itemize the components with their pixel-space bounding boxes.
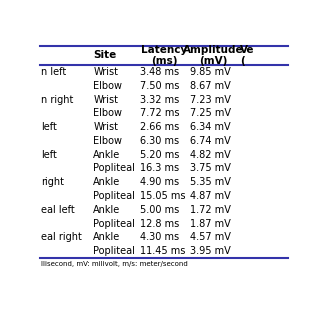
FancyBboxPatch shape (40, 175, 288, 189)
FancyBboxPatch shape (40, 120, 288, 134)
Text: eal left: eal left (41, 205, 75, 215)
FancyBboxPatch shape (40, 79, 288, 92)
FancyBboxPatch shape (40, 107, 288, 120)
Text: 7.72 ms: 7.72 ms (140, 108, 180, 118)
Text: 6.74 mV: 6.74 mV (190, 136, 231, 146)
Text: Ankle: Ankle (93, 150, 121, 160)
FancyBboxPatch shape (40, 92, 288, 107)
Text: 7.25 mV: 7.25 mV (190, 108, 231, 118)
Text: 2.66 ms: 2.66 ms (140, 122, 180, 132)
Text: 5.00 ms: 5.00 ms (140, 205, 180, 215)
Text: 4.30 ms: 4.30 ms (140, 233, 180, 243)
Text: 4.90 ms: 4.90 ms (140, 177, 180, 187)
Text: 5.20 ms: 5.20 ms (140, 150, 180, 160)
Text: 7.23 mV: 7.23 mV (190, 94, 231, 105)
Text: 1.87 mV: 1.87 mV (190, 219, 231, 229)
Text: left: left (41, 122, 57, 132)
Text: n right: n right (41, 94, 74, 105)
Text: 9.85 mV: 9.85 mV (190, 67, 231, 77)
Text: Elbow: Elbow (93, 108, 122, 118)
FancyBboxPatch shape (40, 231, 288, 244)
Text: 4.87 mV: 4.87 mV (190, 191, 231, 201)
Text: 4.82 mV: 4.82 mV (190, 150, 231, 160)
Text: 3.75 mV: 3.75 mV (190, 164, 231, 173)
FancyBboxPatch shape (40, 189, 288, 203)
FancyBboxPatch shape (40, 217, 288, 231)
Text: left: left (41, 150, 57, 160)
Text: Ve
(: Ve ( (240, 44, 254, 66)
Text: Ankle: Ankle (93, 177, 121, 187)
Text: 15.05 ms: 15.05 ms (140, 191, 186, 201)
Text: 4.57 mV: 4.57 mV (190, 233, 231, 243)
Text: 7.50 ms: 7.50 ms (140, 81, 180, 91)
FancyBboxPatch shape (40, 162, 288, 175)
Text: 16.3 ms: 16.3 ms (140, 164, 180, 173)
FancyBboxPatch shape (40, 244, 288, 258)
Text: 3.48 ms: 3.48 ms (140, 67, 180, 77)
Text: 3.32 ms: 3.32 ms (140, 94, 180, 105)
Text: Wrist: Wrist (93, 94, 118, 105)
Text: Elbow: Elbow (93, 81, 122, 91)
Text: right: right (41, 177, 64, 187)
Text: 8.67 mV: 8.67 mV (190, 81, 231, 91)
Text: Site: Site (93, 51, 116, 60)
Text: Wrist: Wrist (93, 122, 118, 132)
Text: Ankle: Ankle (93, 205, 121, 215)
Text: n left: n left (41, 67, 67, 77)
Text: Elbow: Elbow (93, 136, 122, 146)
FancyBboxPatch shape (40, 46, 288, 65)
FancyBboxPatch shape (40, 65, 288, 79)
Text: Amplitude
(mV): Amplitude (mV) (183, 44, 244, 66)
Text: 6.34 mV: 6.34 mV (190, 122, 231, 132)
Text: 11.45 ms: 11.45 ms (140, 246, 186, 256)
FancyBboxPatch shape (40, 148, 288, 162)
Text: 1.72 mV: 1.72 mV (190, 205, 231, 215)
Text: Popliteal: Popliteal (93, 191, 135, 201)
Text: Popliteal: Popliteal (93, 164, 135, 173)
Text: 3.95 mV: 3.95 mV (190, 246, 231, 256)
Text: 6.30 ms: 6.30 ms (140, 136, 180, 146)
Text: 12.8 ms: 12.8 ms (140, 219, 180, 229)
Text: Popliteal: Popliteal (93, 219, 135, 229)
Text: Wrist: Wrist (93, 67, 118, 77)
FancyBboxPatch shape (40, 134, 288, 148)
Text: 5.35 mV: 5.35 mV (190, 177, 231, 187)
Text: Ankle: Ankle (93, 233, 121, 243)
Text: Popliteal: Popliteal (93, 246, 135, 256)
Text: Latency
(ms): Latency (ms) (141, 44, 187, 66)
Text: llisecond, mV: milivolt, m/s: meter/second: llisecond, mV: milivolt, m/s: meter/seco… (41, 261, 188, 267)
FancyBboxPatch shape (40, 203, 288, 217)
Text: eal right: eal right (41, 233, 82, 243)
